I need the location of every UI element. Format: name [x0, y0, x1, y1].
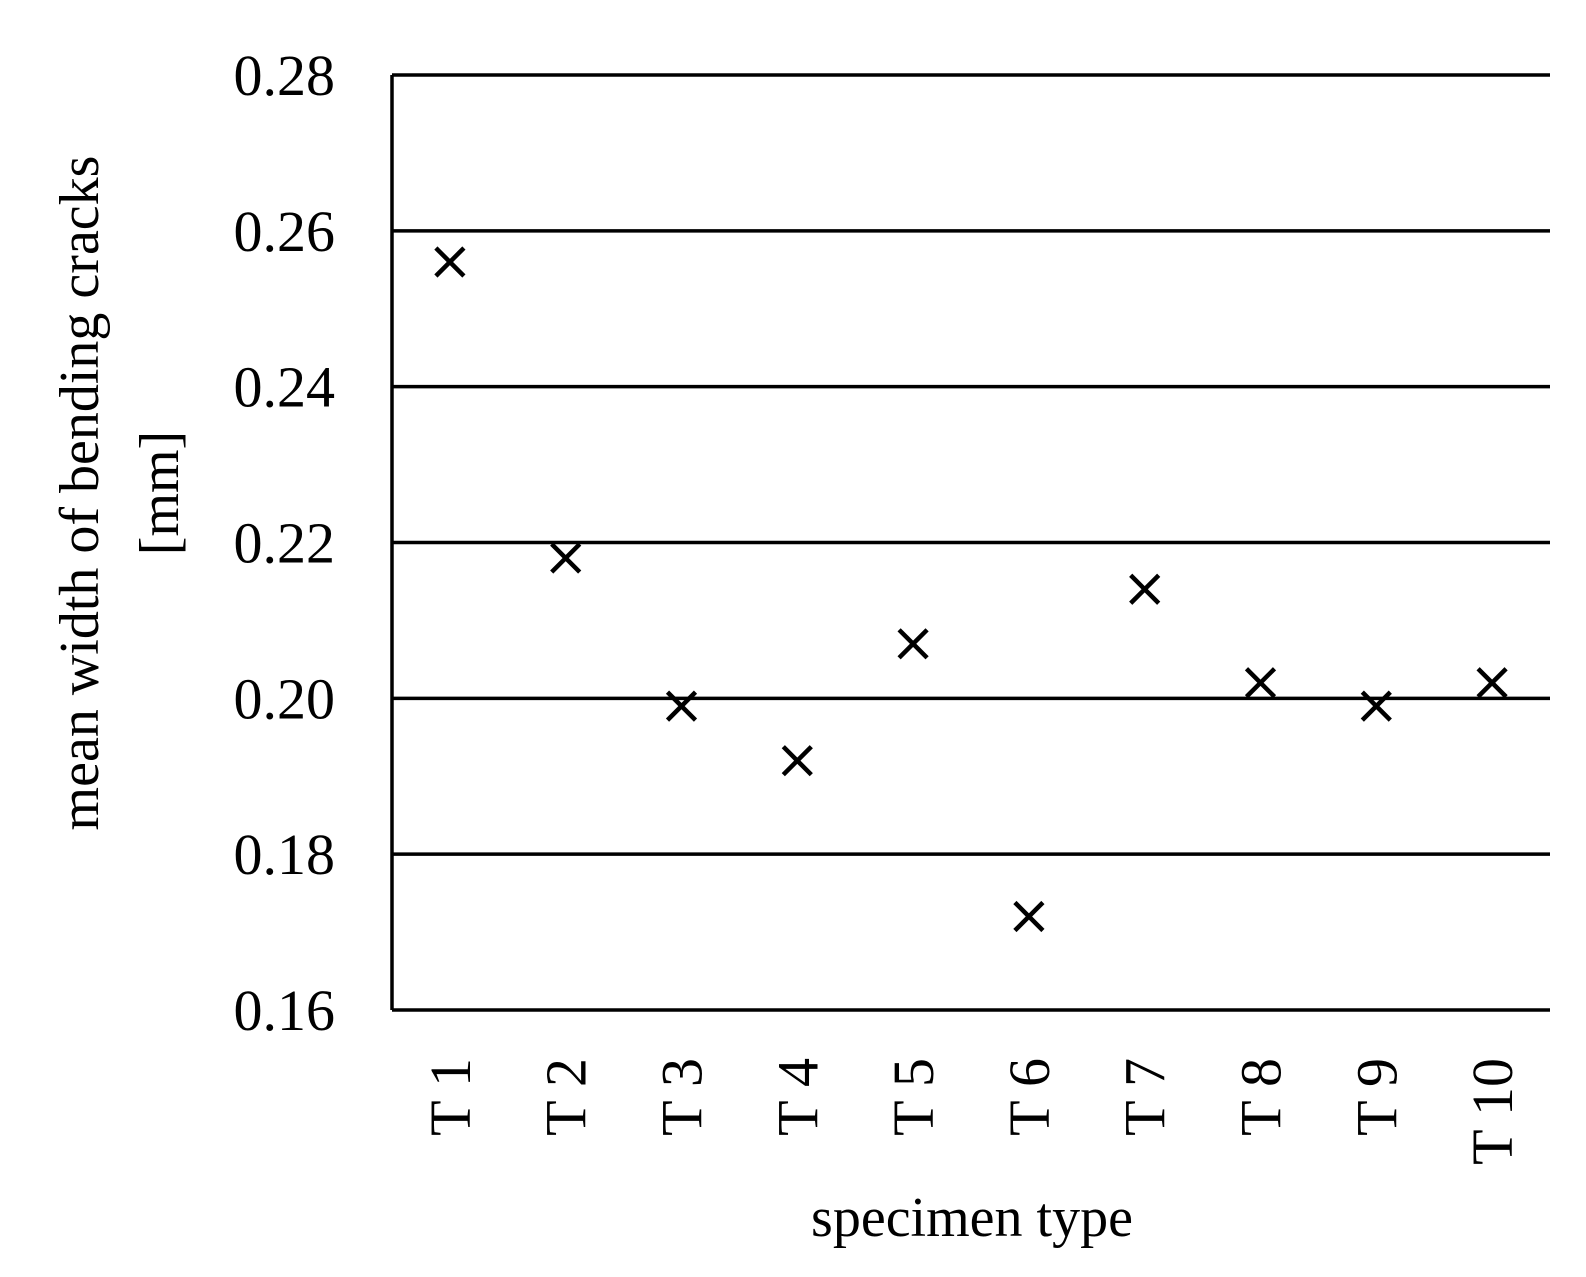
data-point-6 — [1013, 900, 1045, 933]
y-tick-label: 0.20 — [234, 666, 336, 731]
x-tick-label: T 2 — [534, 1058, 599, 1136]
data-point-10 — [1476, 667, 1508, 699]
x-tick-label: T 6 — [997, 1058, 1062, 1136]
y-tick-label: 0.28 — [234, 43, 336, 108]
x-tick-label: T 9 — [1344, 1058, 1409, 1136]
data-point-4 — [781, 745, 813, 777]
x-axis-label: specimen type — [811, 1187, 1133, 1249]
x-tick-label: T 3 — [650, 1058, 715, 1136]
y-tick-label: 0.26 — [234, 199, 336, 264]
x-tick-label: T 7 — [1113, 1058, 1178, 1136]
x-tick-label: T 8 — [1229, 1058, 1294, 1136]
y-axis-label-line-1: mean width of bending cracks — [49, 156, 111, 831]
data-point-5 — [897, 628, 929, 660]
data-point-9 — [1360, 690, 1392, 722]
data-point-7 — [1129, 573, 1161, 605]
data-points — [434, 246, 1508, 933]
data-point-3 — [665, 690, 698, 722]
x-tick-label: T 10 — [1460, 1058, 1525, 1165]
gridlines — [392, 73, 1550, 1012]
x-tick-label: T 4 — [765, 1058, 830, 1136]
data-point-1 — [434, 246, 466, 278]
x-tick-label: T 5 — [881, 1058, 946, 1136]
y-tick-label: 0.22 — [234, 511, 336, 576]
y-tick-label: 0.18 — [234, 822, 336, 887]
data-point-2 — [550, 542, 582, 574]
x-tick-labels: T 1 T 2 T 3 T 4 T 5 T 6 T 7 T 8 T 9 T 10 — [418, 1058, 1525, 1165]
data-point-8 — [1244, 667, 1277, 699]
y-tick-label: 0.24 — [234, 355, 336, 420]
y-tick-labels: 0.16 0.18 0.20 0.22 0.24 0.26 0.28 — [234, 43, 336, 1043]
y-tick-label: 0.16 — [234, 978, 336, 1043]
x-tick-label: T 1 — [418, 1058, 483, 1136]
y-axis-label-line-2: [mm] — [129, 431, 191, 555]
